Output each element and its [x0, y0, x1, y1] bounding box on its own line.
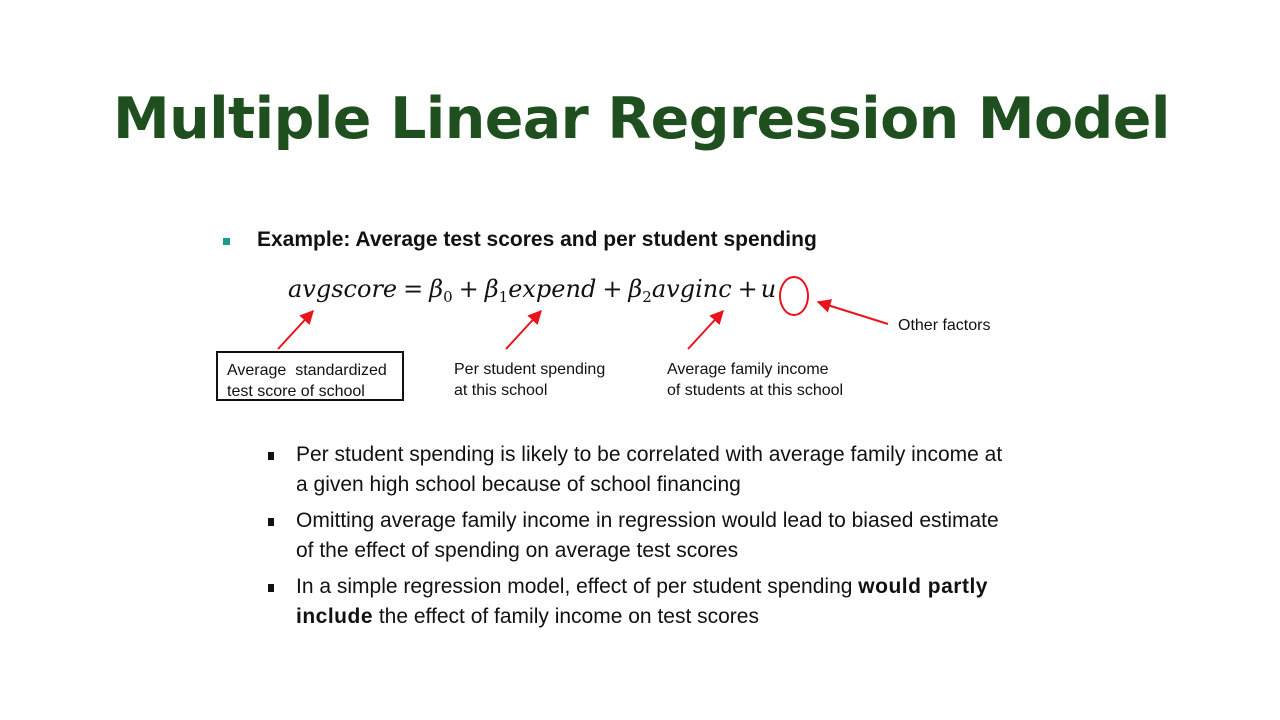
point-3-bold: would partly include [296, 575, 988, 628]
annotation-expend-line2: at this school [454, 382, 548, 399]
point-3: In a simple regression model, effect of … [296, 572, 1016, 632]
arrow-error [816, 299, 889, 325]
formula-beta1: β [484, 275, 499, 303]
arrow-avginc [687, 309, 724, 350]
point-1: Per student spending is likely to be cor… [296, 443, 1003, 496]
point-bullet-2 [268, 518, 274, 526]
error-term-circle [779, 276, 809, 316]
annotation-other-factors: Other factors [898, 317, 991, 334]
formula-plus-2: + [602, 275, 623, 303]
formula-beta1-sub: 1 [498, 288, 509, 306]
annotation-avginc: Average family income of students at thi… [667, 359, 843, 401]
formula-plus-1: + [458, 275, 479, 303]
point-bullet-1 [268, 452, 274, 460]
arrow-avgscore [277, 309, 314, 350]
regression-formula: avgscore = β0 + β1expend + β2avginc + u [288, 275, 777, 306]
formula-lhs: avgscore [288, 275, 398, 303]
formula-avginc: avginc [651, 275, 732, 303]
point-3-text-after: the effect of family income on test scor… [373, 605, 759, 628]
annotation-avgscore-line2: test score of school [227, 383, 365, 400]
annotation-avgscore-box: Average standardized test score of schoo… [216, 351, 404, 401]
annotation-avginc-line2: of students at this school [667, 382, 844, 399]
annotation-expend-line1: Per student spending [454, 361, 606, 378]
formula-plus-3: + [737, 275, 758, 303]
annotation-avginc-line1: Average family income [667, 361, 829, 378]
annotation-avgscore-line1: Average standardized [227, 362, 387, 379]
arrow-expend [505, 309, 542, 350]
formula-error-term: u [760, 275, 777, 303]
example-bullet [223, 238, 230, 245]
point-2: Omitting average family income in regres… [296, 509, 999, 562]
example-heading: Example: Average test scores and per stu… [257, 228, 817, 251]
formula-beta0-sub: 0 [443, 288, 453, 306]
annotation-expend: Per student spending at this school [454, 359, 605, 401]
point-bullet-3 [268, 584, 274, 592]
formula-expend: expend [508, 275, 597, 303]
formula-beta0: β [429, 275, 444, 303]
slide-title: Multiple Linear Regression Model [113, 86, 1170, 152]
formula-beta2: β [628, 275, 643, 303]
formula-equals: = [403, 275, 424, 303]
formula-beta2-sub: 2 [642, 288, 652, 306]
point-3-text-before: In a simple regression model, effect of … [296, 575, 859, 598]
